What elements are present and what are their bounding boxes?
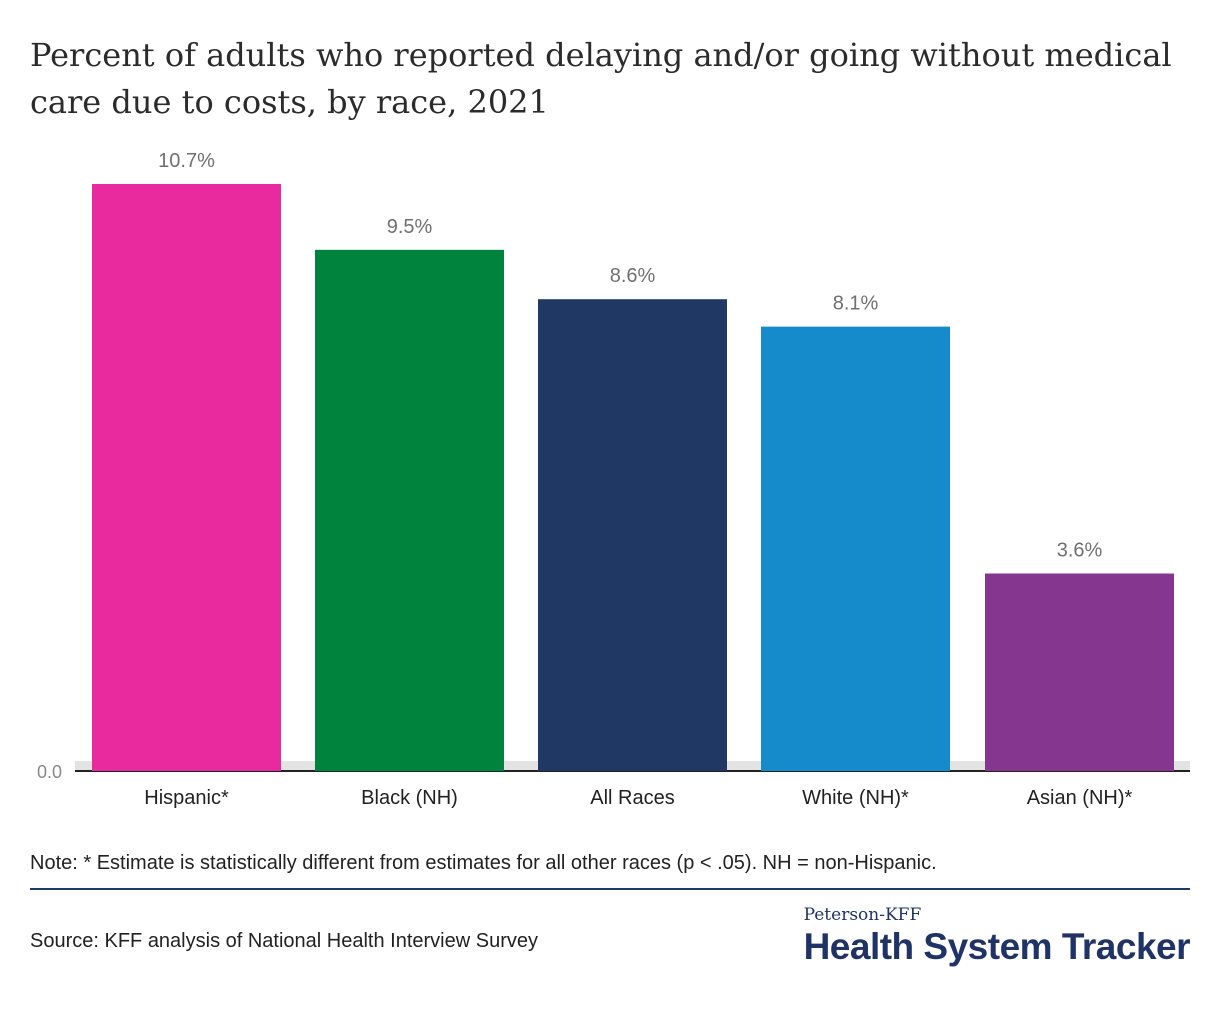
bar xyxy=(92,184,281,771)
logo-tagline: Peterson-KFF xyxy=(803,905,922,925)
footer-divider xyxy=(30,888,1190,890)
data-label: 8.6% xyxy=(610,265,656,287)
bar xyxy=(761,326,950,771)
bar xyxy=(538,299,727,771)
chart-note: Note: * Estimate is statistically differ… xyxy=(30,852,937,874)
chart-source: Source: KFF analysis of National Health … xyxy=(30,930,538,952)
data-label: 8.1% xyxy=(833,293,879,315)
data-label: 3.6% xyxy=(1057,540,1103,562)
x-tick-label: Hispanic* xyxy=(144,787,229,809)
publisher-logo: Peterson-KFF Health System Tracker xyxy=(803,904,1191,968)
x-tick-label: Black (NH) xyxy=(361,787,458,809)
data-label: 10.7% xyxy=(158,150,215,172)
x-tick-label: White (NH)* xyxy=(802,787,909,809)
data-label: 9.5% xyxy=(387,216,433,238)
bar-chart: 0.0 10.7% Hispanic* 9.5% Black (NH) 8.6% All R… xyxy=(37,150,1190,809)
y-tick-label: 0.0 xyxy=(37,762,62,782)
logo-wordmark: Health System Tracker xyxy=(803,926,1191,967)
chart-title: Percent of adults who reported delaying … xyxy=(30,36,1172,121)
x-tick-label: All Races xyxy=(590,787,674,809)
bar xyxy=(315,249,504,771)
bar xyxy=(985,573,1174,771)
x-tick-label: Asian (NH)* xyxy=(1027,787,1133,809)
